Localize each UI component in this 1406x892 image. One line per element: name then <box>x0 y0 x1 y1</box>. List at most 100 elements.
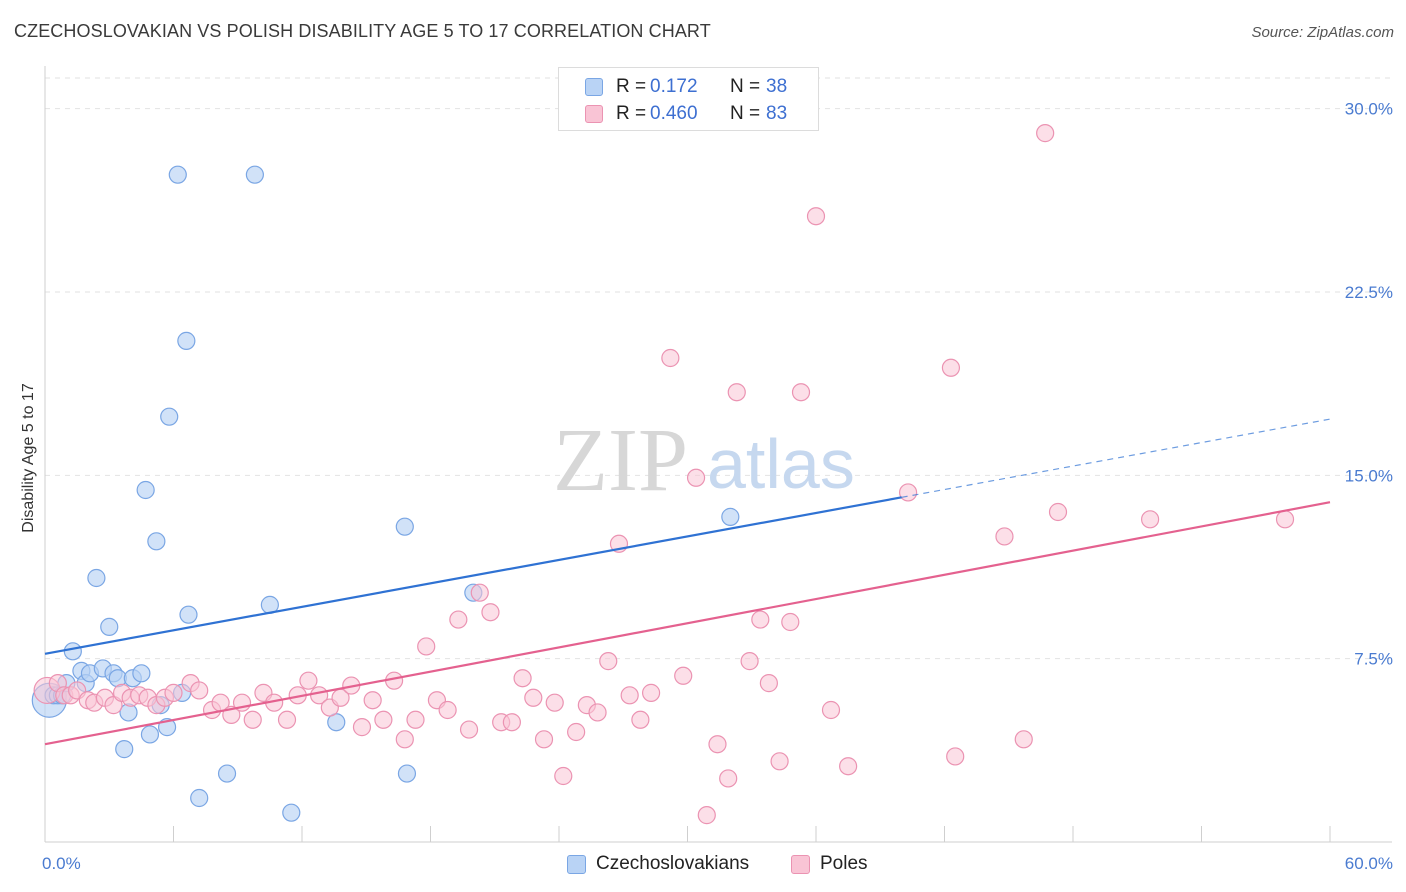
czechoslovakians-point <box>136 480 155 500</box>
legend-n-label: N = <box>730 76 761 97</box>
czechoslovakians-point <box>395 517 414 536</box>
poles-point <box>545 693 564 712</box>
legend-swatch-blue <box>585 78 603 96</box>
poles-point <box>631 710 650 729</box>
y-tick-label: 15.0% <box>1345 466 1393 485</box>
poles-point <box>567 722 586 742</box>
bottom-legend-swatch-blue <box>567 854 586 874</box>
poles-point <box>719 769 738 788</box>
poles-point <box>513 669 532 688</box>
legend-n-label: N = <box>730 103 761 124</box>
poles-point <box>299 671 318 690</box>
poles-point <box>406 710 425 729</box>
legend-r-value: 0.172 <box>650 76 698 97</box>
y-axis-label: Disability Age 5 to 17 <box>20 383 37 533</box>
czechoslovakians-point <box>140 725 160 744</box>
tick-labels: 7.5% 15.0% 22.5% 30.0% 0.0% 60.0% <box>42 100 1393 873</box>
bottom-legend-swatch-pink <box>791 854 810 874</box>
czechoslovakians-trend-line <box>44 496 902 655</box>
poles-point <box>1140 510 1160 529</box>
legend-row-czechoslovakians: R = 0.172 N = 38 <box>585 75 787 99</box>
poles-point <box>438 700 457 720</box>
czechoslovakians-point <box>147 532 166 551</box>
poles-point <box>524 688 543 707</box>
bottom-legend-poles: Poles <box>791 852 868 876</box>
poles-point <box>941 358 961 377</box>
chart-title: CZECHOSLOVAKIAN VS POLISH DISABILITY AGE… <box>14 21 711 41</box>
poles-point <box>599 652 618 671</box>
poles-point <box>395 730 414 749</box>
legend-r-label: R = <box>616 76 647 97</box>
poles-point <box>1048 502 1068 522</box>
czechoslovakians-point <box>179 605 198 624</box>
poles-point <box>534 730 554 749</box>
grid-lines <box>45 77 1392 660</box>
czechoslovakians-point <box>282 803 301 822</box>
poles-point <box>791 383 811 402</box>
poles-point <box>554 766 573 786</box>
poles-point <box>946 747 965 766</box>
legend-row-poles: R = 0.460 N = 83 <box>585 102 787 126</box>
poles-point <box>459 720 479 739</box>
x-tick-label: 0.0% <box>42 854 81 873</box>
poles-point <box>708 735 727 754</box>
poles-point <box>502 713 521 732</box>
source-label: Source: ZipAtlas.com <box>1251 24 1394 41</box>
watermark-zip: ZIP <box>553 411 688 510</box>
czechoslovakians-point <box>63 642 82 661</box>
poles-point <box>759 674 778 693</box>
poles-point <box>352 718 372 737</box>
poles-point <box>781 612 800 632</box>
czechoslovakians-point <box>132 664 151 683</box>
poles-point <box>641 683 661 702</box>
poles-point <box>661 348 680 368</box>
poles-point <box>740 652 759 671</box>
poles-point <box>620 686 639 705</box>
czechoslovakians-point <box>397 764 417 783</box>
poles-point <box>686 468 706 487</box>
legend-swatch-pink <box>585 105 603 123</box>
poles-point <box>1275 510 1295 529</box>
poles-point <box>727 383 746 402</box>
poles-point <box>243 710 262 729</box>
y-tick-label: 7.5% <box>1354 650 1393 669</box>
czechoslovakians-point <box>721 507 740 526</box>
poles-point <box>481 603 500 622</box>
czechoslovakians-point <box>100 617 119 636</box>
czechoslovakians-point <box>177 331 196 350</box>
bottom-legend-czechoslovakians: Czechoslovakians <box>567 852 749 876</box>
poles-point <box>839 757 858 776</box>
watermark-atlas: atlas <box>707 425 855 503</box>
bottom-legend-label-czechoslovakians: Czechoslovakians <box>596 853 750 874</box>
poles-point <box>697 806 716 825</box>
poles-point <box>470 583 489 602</box>
poles-point <box>674 666 693 685</box>
czechoslovakians-point <box>115 740 134 759</box>
legend-n-value: 38 <box>766 76 788 97</box>
poles-point <box>995 527 1014 546</box>
legend-r-label: R = <box>616 103 647 124</box>
y-tick-label: 22.5% <box>1345 283 1393 302</box>
czechoslovakians-trend-extension <box>901 418 1331 498</box>
poles-point <box>164 683 183 702</box>
poles-point <box>1014 730 1033 749</box>
trend-lines <box>44 418 1331 746</box>
czechoslovakians-point <box>160 407 179 426</box>
poles-points <box>33 124 1295 825</box>
czechoslovakians-point <box>168 165 187 184</box>
poles-point <box>770 752 789 771</box>
legend: R = 0.172 N = 38 R = 0.460 N = 83 <box>558 67 819 131</box>
poles-point <box>374 710 393 729</box>
x-tick-label: 60.0% <box>1345 854 1393 873</box>
poles-point <box>190 681 209 700</box>
poles-point <box>417 637 436 656</box>
czechoslovakians-point <box>245 165 264 184</box>
poles-point <box>277 710 297 729</box>
y-tick-label: 30.0% <box>1345 100 1393 119</box>
czechoslovakians-point <box>190 788 209 808</box>
poles-point <box>1036 124 1055 143</box>
poles-point <box>898 483 918 502</box>
bottom-legend-label-poles: Poles <box>820 853 868 874</box>
poles-point <box>588 703 607 722</box>
